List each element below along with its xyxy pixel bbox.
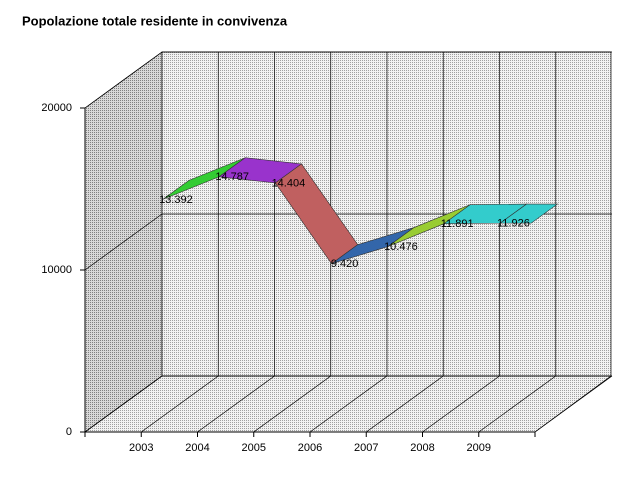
floor-grid-line (197, 375, 275, 433)
floor-grid-line (141, 375, 219, 433)
floor-grid-line (309, 375, 388, 433)
grid-line (84, 213, 163, 271)
floor-grid-line (478, 375, 556, 433)
value-label: 11.891 (441, 218, 474, 230)
floor-grid-line (253, 375, 331, 433)
value-label: 11.926 (497, 218, 530, 230)
value-label: 14.404 (272, 177, 306, 189)
x-tick-label: 2006 (298, 442, 322, 454)
y-tick-label: 0 (66, 426, 72, 438)
value-label: 14.787 (215, 171, 249, 183)
floor-grid-line (422, 375, 500, 433)
floor-grid-line (534, 375, 613, 433)
y-tick-label: 10000 (41, 264, 72, 276)
grid-line (84, 375, 163, 433)
y-tick-label: 20000 (41, 102, 72, 114)
floor-grid-line (366, 375, 444, 433)
grid-line (84, 51, 163, 109)
value-label: 13.392 (159, 194, 193, 206)
ribbon-segment (499, 203, 559, 224)
value-label: 10.476 (384, 241, 418, 253)
chart-title: Popolazione totale residente in conviven… (22, 13, 288, 28)
value-label: 9.420 (331, 258, 359, 270)
x-tick-label: 2004 (185, 442, 209, 454)
x-tick-label: 2003 (129, 442, 153, 454)
x-tick-label: 2007 (354, 442, 378, 454)
x-tick-label: 2005 (242, 442, 266, 454)
x-tick-label: 2008 (410, 442, 434, 454)
x-tick-label: 2009 (467, 442, 491, 454)
